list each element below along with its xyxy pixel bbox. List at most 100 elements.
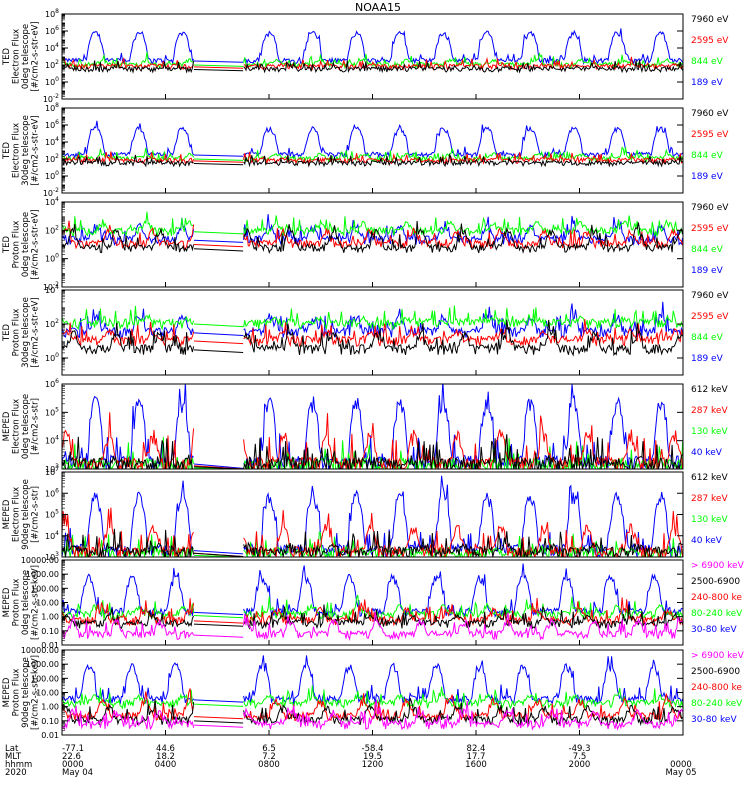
series-line-1 <box>62 434 683 469</box>
legend-entry: 2500-6900 <box>691 577 740 587</box>
y-tick-label: 100 <box>45 170 59 181</box>
legend-entry: 189 eV <box>691 266 724 276</box>
y-axis-label-line: TED <box>2 47 12 66</box>
legend-entry: 287 keV <box>691 494 728 504</box>
y-tick-label: 10.00 <box>36 599 59 608</box>
legend-entry: 7960 eV <box>691 291 729 301</box>
legend-entry: 2595 eV <box>691 312 729 322</box>
series-line-1 <box>62 60 683 74</box>
x-axis-hhmm-value: 0000 <box>670 760 692 770</box>
y-axis-label-line: 0deg telescope <box>21 24 31 89</box>
y-tick-label: 106 <box>45 119 59 130</box>
y-tick-label: 108 <box>45 8 59 19</box>
legend-entry: 844 eV <box>691 333 724 343</box>
y-tick-label: 102 <box>45 59 59 70</box>
x-axis-lat-value: 6.5 <box>262 744 276 754</box>
legend-entry: > 6900 keV <box>691 561 745 571</box>
x-axis-lat-value: -49.3 <box>569 744 591 754</box>
x-row-label: hhmm <box>5 760 32 770</box>
legend-entry: 189 eV <box>691 172 724 182</box>
series-line-2 <box>62 604 683 630</box>
y-axis-label: MEPEDElectron Flux90deg telescope[#/cm2-… <box>2 479 41 550</box>
x-axis-lat-value: 82.4 <box>467 744 486 754</box>
legend-entry: 2595 eV <box>691 36 729 46</box>
y-axis-label-line: MEPED <box>2 587 12 617</box>
gap-bridge-line <box>193 244 244 248</box>
y-tick-label: 1.00 <box>41 703 59 712</box>
gap-bridge-line <box>193 64 244 67</box>
y-tick-label: 0.01 <box>41 641 59 650</box>
y-axis-label-line: Proton Flux <box>11 669 21 717</box>
x-axis-hhmm-value: 0800 <box>258 760 280 770</box>
x-axis-date-value: May 05 <box>665 768 696 778</box>
legend-entry: 2595 eV <box>691 130 729 140</box>
gap-bridge-line <box>193 68 244 72</box>
y-axis-label-line: Proton Flux <box>11 579 21 627</box>
y-axis-label: MEPEDElectron Flux0deg telescope[#/cm2-s… <box>2 394 41 459</box>
gap-bridge-line <box>193 231 244 235</box>
gap-bridge-line <box>193 724 244 728</box>
legend-entry: 40 keV <box>691 448 723 458</box>
gap-bridge-line <box>193 703 244 707</box>
y-tick-label: 102 <box>45 318 59 329</box>
gap-bridge-line <box>193 611 244 616</box>
legend-entry: 130 keV <box>691 427 728 437</box>
y-tick-label: 1000.00 <box>26 660 59 669</box>
series-line-5 <box>62 655 683 706</box>
x-axis-mlt-value: 7.5 <box>573 752 587 762</box>
legend-entry: 30-80 keV <box>691 625 737 635</box>
legend-entry: 240-800 ke <box>691 593 742 603</box>
y-axis-label: TEDElectron Flux0deg telescope[#/cm2-s-s… <box>2 21 41 91</box>
series-line-1 <box>62 153 683 168</box>
y-tick-label: 106 <box>45 25 59 36</box>
gap-bridge-line <box>193 634 244 638</box>
x-axis-mlt-value: 22.6 <box>62 752 81 762</box>
gap-bridge-line <box>193 720 244 724</box>
y-axis-label-line: [#/cm2-s-str-eV] <box>30 209 40 279</box>
series-line-3 <box>62 211 683 238</box>
panel-frame <box>61 13 684 100</box>
y-tick-label: 105 <box>45 509 59 520</box>
series-line-4 <box>62 120 683 160</box>
y-axis-label-line: [#/cm2-s-str-eV] <box>30 21 40 91</box>
panel-3: 10-2 100 102 104 TEDProton Flux0deg telescop… <box>2 196 730 292</box>
y-axis-label-line: 30deg telescope <box>21 115 31 186</box>
y-tick-label: 100.00 <box>31 584 59 593</box>
x-row-label: Lat <box>5 744 19 754</box>
panel-6: 103 104 105 106 107 MEPEDElectron Flux90deg t… <box>2 466 729 562</box>
y-axis-label-line: TED <box>2 141 12 160</box>
panel-1: 10-2 100 102 104 106 108 TEDElectron Flux0deg … <box>2 8 730 104</box>
y-tick-label: 102 <box>45 153 59 164</box>
legend-entry: 844 eV <box>691 245 724 255</box>
legend-entry: 40 keV <box>691 536 723 546</box>
x-axis-hhmm-value: 1600 <box>465 760 487 770</box>
gap-bridge-line <box>193 239 244 243</box>
x-axis-mlt-value: 7.2 <box>262 752 276 762</box>
y-axis-label-line: MEPED <box>2 677 12 707</box>
legend-entry: 7960 eV <box>691 109 729 119</box>
x-axis-hhmm-value: 0000 <box>62 760 84 770</box>
series-line-1 <box>62 528 683 557</box>
x-axis-hhmm-value: 0400 <box>155 760 177 770</box>
x-axis-hhmm-value: 2000 <box>569 760 591 770</box>
legend-entry: 80-240 keV <box>691 699 743 709</box>
legend-entry: 130 keV <box>691 515 728 525</box>
legend-entry: 2500-6900 <box>691 667 740 677</box>
y-tick-label: 102 <box>45 224 59 235</box>
y-tick-label: 104 <box>45 284 59 295</box>
y-tick-label: 106 <box>45 487 59 498</box>
series-line-1 <box>62 699 683 731</box>
legend-entry: 612 keV <box>691 385 728 395</box>
gap-bridge-line <box>193 550 244 555</box>
x-axis-hhmm-value: 1200 <box>362 760 384 770</box>
y-axis-label-line: Electron Flux <box>11 29 21 84</box>
y-axis-label-line: 0deg telescope <box>21 212 31 277</box>
y-tick-label: 103 <box>45 551 59 562</box>
x-row-label: 2020 <box>5 768 27 778</box>
y-tick-label: 103 <box>45 463 59 474</box>
y-tick-label: 10000.00 <box>21 646 59 655</box>
y-axis-label-line: Proton Flux <box>11 309 21 357</box>
y-tick-label: 10-2 <box>43 187 59 198</box>
x-axis-mlt-value: 18.2 <box>156 752 175 762</box>
